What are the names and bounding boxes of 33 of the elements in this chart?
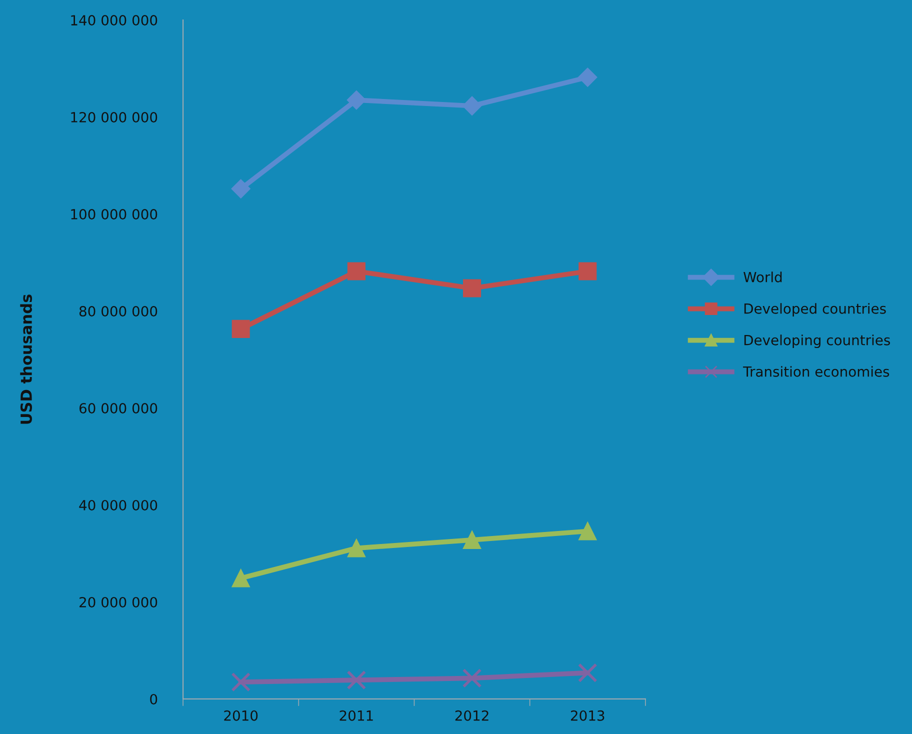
point — [462, 668, 482, 688]
y-axis-title: USD thousands — [20, 294, 32, 424]
point — [232, 320, 250, 338]
point — [347, 262, 366, 280]
x-tick-label: 2010 — [224, 710, 258, 721]
point — [578, 68, 598, 87]
y-tick-label: 20 000 000 — [80, 596, 158, 608]
y-tick-label: 80 000 000 — [79, 306, 158, 316]
y-tick-label: 140 000 000 — [71, 15, 158, 26]
point — [463, 279, 482, 298]
point — [462, 96, 482, 116]
point — [578, 262, 597, 280]
y-tick-label: 120 000 000 — [71, 112, 158, 123]
point — [578, 522, 597, 540]
y-tick-label: 40 000 000 — [79, 500, 158, 510]
legend-label: Developed countries — [744, 303, 886, 317]
point — [578, 663, 598, 683]
point — [463, 530, 482, 549]
point — [347, 539, 366, 558]
y-tick-label: 60 000 000 — [79, 402, 158, 414]
x-tick-label: 2012 — [455, 710, 488, 721]
legend-label: World — [744, 272, 782, 282]
point — [232, 569, 250, 588]
legend-label: Developing countries — [744, 334, 890, 348]
y-tick-label: 0 — [150, 694, 158, 704]
x-tick-label: 2011 — [340, 710, 373, 721]
point — [346, 670, 366, 690]
point — [346, 90, 366, 110]
point — [231, 672, 251, 692]
y-tick-label: 100 000 000 — [71, 208, 158, 220]
x-tick-label: 2013 — [570, 710, 604, 721]
point — [231, 179, 250, 198]
legend-label: Transition economies — [743, 366, 890, 377]
